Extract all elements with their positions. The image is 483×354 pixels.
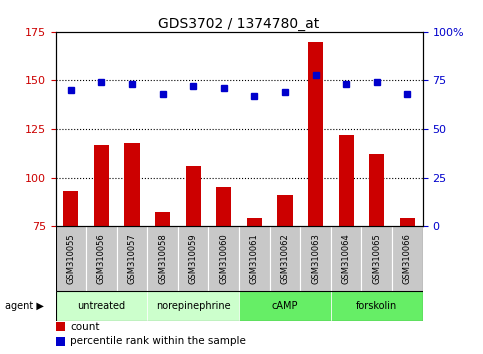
- Text: norepinephrine: norepinephrine: [156, 301, 230, 311]
- Bar: [239, 226, 270, 291]
- Bar: [63, 191, 78, 226]
- Bar: [400, 218, 415, 226]
- Bar: [308, 41, 323, 226]
- Bar: [247, 218, 262, 226]
- Text: GSM310066: GSM310066: [403, 233, 412, 284]
- Text: GSM310055: GSM310055: [66, 233, 75, 284]
- Bar: [239, 291, 331, 321]
- Text: GSM310059: GSM310059: [189, 233, 198, 284]
- Bar: [216, 187, 231, 226]
- Text: count: count: [70, 322, 99, 332]
- Text: GSM310056: GSM310056: [97, 233, 106, 284]
- Bar: [300, 226, 331, 291]
- Bar: [178, 226, 209, 291]
- Bar: [56, 291, 147, 321]
- Bar: [147, 226, 178, 291]
- Text: GSM310062: GSM310062: [281, 233, 289, 284]
- Bar: [56, 226, 86, 291]
- Bar: [361, 226, 392, 291]
- Text: GSM310064: GSM310064: [341, 233, 351, 284]
- Title: GDS3702 / 1374780_at: GDS3702 / 1374780_at: [158, 17, 320, 31]
- Text: untreated: untreated: [77, 301, 126, 311]
- Bar: [56, 322, 65, 331]
- Bar: [147, 291, 239, 321]
- Text: GSM310058: GSM310058: [158, 233, 167, 284]
- Bar: [339, 135, 354, 226]
- Bar: [117, 226, 147, 291]
- Bar: [94, 144, 109, 226]
- Text: agent ▶: agent ▶: [5, 301, 43, 311]
- Text: cAMP: cAMP: [272, 301, 298, 311]
- Text: GSM310065: GSM310065: [372, 233, 381, 284]
- Bar: [369, 154, 384, 226]
- Bar: [125, 143, 140, 226]
- Text: forskolin: forskolin: [356, 301, 398, 311]
- Bar: [270, 226, 300, 291]
- Bar: [86, 226, 117, 291]
- Bar: [392, 226, 423, 291]
- Bar: [331, 291, 423, 321]
- Text: GSM310060: GSM310060: [219, 233, 228, 284]
- Bar: [209, 226, 239, 291]
- Bar: [155, 212, 170, 226]
- Bar: [56, 337, 65, 346]
- Text: percentile rank within the sample: percentile rank within the sample: [70, 336, 246, 346]
- Text: GSM310061: GSM310061: [250, 233, 259, 284]
- Bar: [277, 195, 293, 226]
- Text: GSM310057: GSM310057: [128, 233, 137, 284]
- Bar: [185, 166, 201, 226]
- Bar: [331, 226, 361, 291]
- Text: GSM310063: GSM310063: [311, 233, 320, 284]
